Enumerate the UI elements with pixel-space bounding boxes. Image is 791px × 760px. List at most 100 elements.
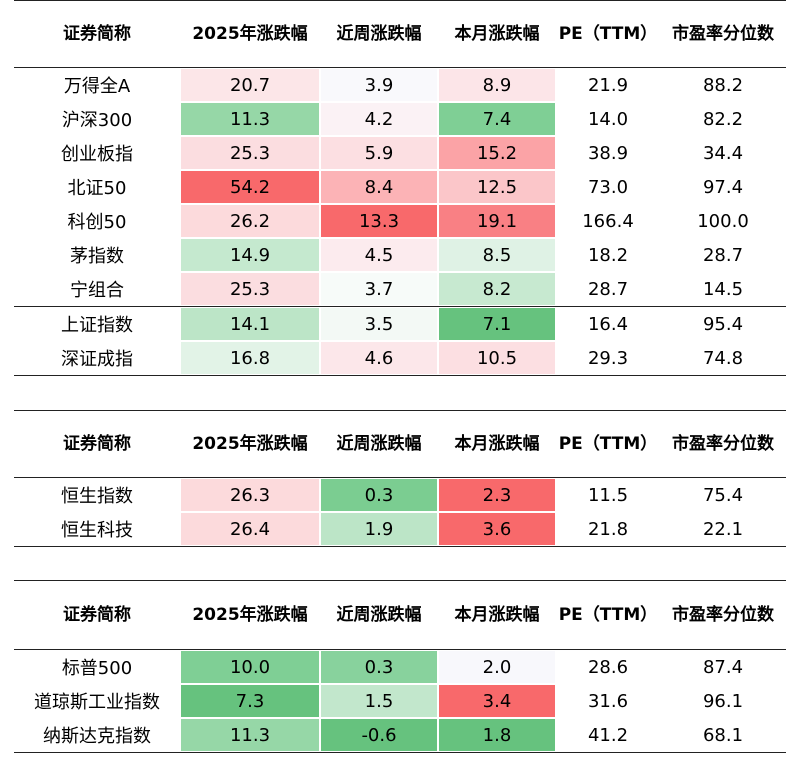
header-month-change: 本月涨跌幅 [438,0,556,68]
pe-ttm-cell: 21.8 [556,512,660,547]
week-change-cell: 4.5 [320,238,438,272]
ytd-change-cell: 26.4 [180,512,320,547]
week-change-cell: 4.2 [320,102,438,136]
week-change-cell: 3.5 [320,306,438,341]
header-row: 证券简称 2025年涨跌幅 近周涨跌幅 本月涨跌幅 PE（TTM） 市盈率分位数 [14,580,786,650]
table-row: 恒生指数 26.3 0.3 2.3 11.5 75.4 [14,477,786,512]
month-change-cell: 8.2 [438,272,556,307]
header-pe-percentile: 市盈率分位数 [660,580,786,650]
week-change-cell: 0.3 [320,649,438,684]
ytd-change-cell: 7.3 [180,684,320,718]
table-row: 茅指数 14.9 4.5 8.5 18.2 28.7 [14,238,786,272]
a-share-index-table: 证券简称 2025年涨跌幅 近周涨跌幅 本月涨跌幅 PE（TTM） 市盈率分位数… [14,0,786,376]
pe-ttm-cell: 16.4 [556,306,660,341]
header-row: 证券简称 2025年涨跌幅 近周涨跌幅 本月涨跌幅 PE（TTM） 市盈率分位数 [14,410,786,478]
pe-ttm-cell: 41.2 [556,718,660,753]
pe-ttm-cell: 21.9 [587,74,629,96]
month-change-cell: 1.8 [438,718,556,753]
pe-ttm-cell: 11.5 [587,484,629,506]
security-name-cell: 深证成指 [14,341,180,376]
pe-percentile-cell: 28.7 [702,244,744,266]
pe-percentile-cell: 14.5 [702,278,744,300]
header-security-name: 证券简称 [14,410,180,478]
security-name-cell: 北证50 [67,178,127,199]
month-change-cell: 8.9 [438,67,556,102]
pe-percentile-cell: 82.2 [702,108,744,130]
pe-ttm-cell: 166.4 [582,210,634,232]
security-name-cell: 标普500 [61,658,133,679]
pe-percentile-cell: 22.1 [660,512,786,547]
month-change-cell: 3.6 [438,512,556,547]
ytd-change-cell: 10.0 [180,649,320,684]
security-name-cell: 科创50 [67,212,127,233]
security-name-cell: 道琼斯工业指数 [34,692,160,713]
security-name-cell: 纳斯达克指数 [14,718,180,753]
week-change-cell: -0.6 [320,718,438,753]
ytd-change-cell: 26.2 [180,204,320,238]
pe-ttm-cell: 14.0 [587,108,629,130]
month-change-cell: 15.2 [438,136,556,170]
table-row: 纳斯达克指数 11.3 -0.6 1.8 41.2 68.1 [14,718,786,753]
header-month-change: 本月涨跌幅 [438,410,556,478]
header-month-change: 本月涨跌幅 [438,580,556,650]
month-change-cell: 3.4 [438,684,556,718]
month-change-cell: 7.1 [438,306,556,341]
table-row: 创业板指 25.3 5.9 15.2 38.9 34.4 [14,136,786,170]
table-row: 北证50 54.2 8.4 12.5 73.0 97.4 [14,170,786,204]
table-row: 深证成指 16.8 4.6 10.5 29.3 74.8 [14,341,786,376]
header-pe-ttm: PE（TTM） [556,580,660,650]
week-change-cell: 3.9 [320,67,438,102]
pe-ttm-cell: 28.7 [587,278,629,300]
month-change-cell: 19.1 [438,204,556,238]
month-change-cell: 2.0 [438,649,556,684]
pe-percentile-cell: 34.4 [702,142,744,164]
header-security-name: 证券简称 [14,0,180,68]
pe-percentile-cell: 97.4 [702,176,744,198]
header-ytd-change: 2025年涨跌幅 [180,580,320,650]
table-row: 科创50 26.2 13.3 19.1 166.4 100.0 [14,204,786,238]
week-change-cell: 5.9 [320,136,438,170]
table-row: 道琼斯工业指数 7.3 1.5 3.4 31.6 96.1 [14,684,786,718]
month-change-cell: 10.5 [438,341,556,376]
ytd-change-cell: 54.2 [180,170,320,204]
month-change-cell: 8.5 [438,238,556,272]
header-row: 证券简称 2025年涨跌幅 近周涨跌幅 本月涨跌幅 PE（TTM） 市盈率分位数 [14,0,786,68]
security-name-cell: 创业板指 [61,144,133,165]
pe-ttm-cell: 38.9 [587,142,629,164]
pe-percentile-cell: 88.2 [702,74,744,96]
week-change-cell: 13.3 [320,204,438,238]
pe-ttm-cell: 29.3 [556,341,660,376]
hong-kong-index-table: 证券简称 2025年涨跌幅 近周涨跌幅 本月涨跌幅 PE（TTM） 市盈率分位数… [14,410,786,547]
month-change-cell: 7.4 [438,102,556,136]
header-week-change: 近周涨跌幅 [320,410,438,478]
header-pe-ttm: PE（TTM） [556,0,660,68]
ytd-change-cell: 26.3 [180,477,320,512]
week-change-cell: 0.3 [320,477,438,512]
ytd-change-cell: 20.7 [180,67,320,102]
table-row: 沪深300 11.3 4.2 7.4 14.0 82.2 [14,102,786,136]
month-change-cell: 2.3 [438,477,556,512]
security-name-cell: 宁组合 [70,280,124,301]
week-change-cell: 3.7 [320,272,438,307]
pe-percentile-cell: 87.4 [702,656,744,678]
pe-ttm-cell: 28.6 [587,656,629,678]
header-week-change: 近周涨跌幅 [320,0,438,68]
security-name-cell: 茅指数 [70,246,124,267]
pe-ttm-cell: 18.2 [587,244,629,266]
pe-ttm-cell: 73.0 [587,176,629,198]
pe-percentile-cell: 68.1 [660,718,786,753]
header-pe-percentile: 市盈率分位数 [660,410,786,478]
header-week-change: 近周涨跌幅 [320,580,438,650]
header-ytd-change: 2025年涨跌幅 [180,0,320,68]
ytd-change-cell: 11.3 [180,718,320,753]
security-name-cell: 恒生指数 [61,486,133,507]
pe-percentile-cell: 100.0 [697,210,749,232]
header-security-name: 证券简称 [14,580,180,650]
table-row: 万得全A 20.7 3.9 8.9 21.9 88.2 [14,67,786,102]
ytd-change-cell: 11.3 [180,102,320,136]
security-name-cell: 万得全A [63,76,131,97]
week-change-cell: 4.6 [320,341,438,376]
table-row: 恒生科技 26.4 1.9 3.6 21.8 22.1 [14,512,786,547]
week-change-cell: 1.9 [320,512,438,547]
header-ytd-change: 2025年涨跌幅 [180,410,320,478]
